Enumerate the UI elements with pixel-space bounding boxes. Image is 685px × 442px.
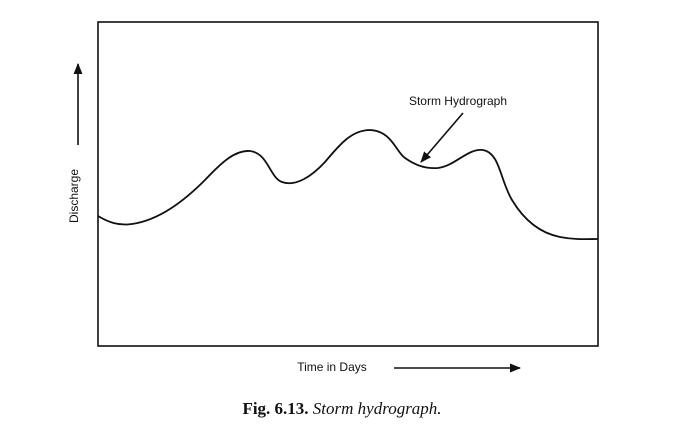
curve-label: Storm Hydrograph [409,94,507,108]
caption-text: Storm hydrograph. [313,399,442,418]
caption: Fig. 6.13. Storm hydrograph. [242,399,441,418]
y-axis-label: Discharge [67,169,81,223]
x-axis-label: Time in Days [297,360,367,374]
curve-label-arrow [420,112,464,163]
caption-number: Fig. 6.13. [242,399,308,418]
plot-frame [97,21,599,347]
hydrograph-curve [97,129,599,241]
